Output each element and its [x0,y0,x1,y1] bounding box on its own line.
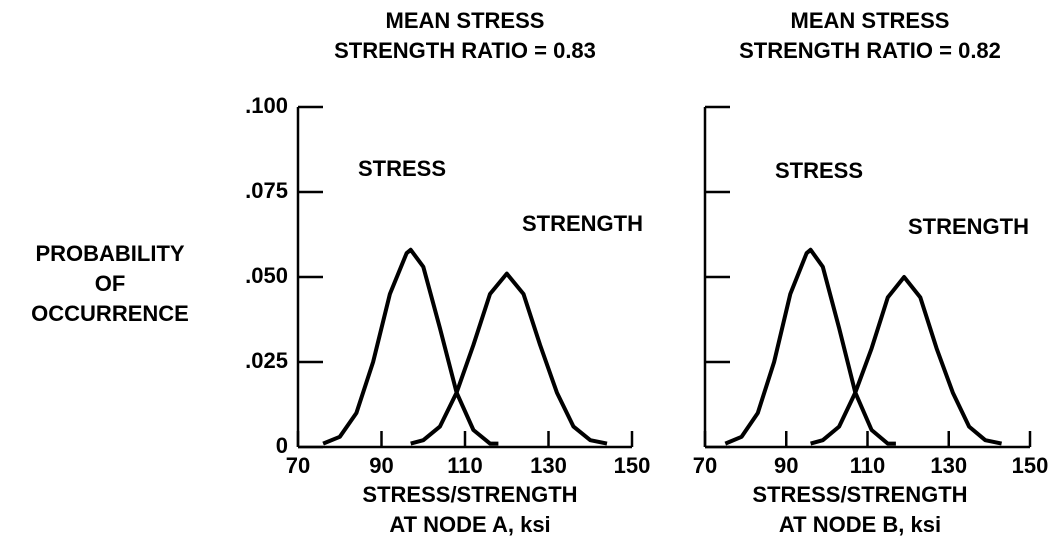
x-tick-label: 150 [614,453,651,478]
curve [810,275,1003,446]
x-tick-label: 130 [930,453,967,478]
y-tick-label: .025 [245,348,288,373]
panel-title: MEAN STRESS [791,8,950,33]
y-tick-label: 0 [276,433,288,458]
x-tick-label: 90 [774,453,798,478]
curve [322,247,499,446]
x-axis-label: AT NODE A, ksi [389,512,550,537]
y-axis-label: OF [95,271,126,296]
y-tick-label: .075 [245,178,288,203]
curve-label: STRENGTH [522,211,643,236]
curve-label: STRENGTH [908,214,1029,239]
x-axis-label: STRESS/STRENGTH [362,482,577,507]
y-axis-label: PROBABILITY [35,241,184,266]
x-axis-label: STRESS/STRENGTH [752,482,967,507]
x-tick-label: 70 [286,453,310,478]
curve [410,271,608,446]
x-tick-label: 150 [1012,453,1049,478]
x-tick-label: 110 [447,453,483,478]
x-tick-label: 90 [369,453,393,478]
curve [724,247,896,446]
curve-label: STRESS [775,158,863,183]
curve-label: STRESS [358,156,446,181]
x-axis-label: AT NODE B, ksi [779,512,941,537]
panel-title: STRENGTH RATIO = 0.83 [334,38,596,63]
x-tick-label: 70 [693,453,717,478]
y-tick-label: .100 [245,93,288,118]
y-tick-label: .050 [245,263,288,288]
panel-title: MEAN STRESS [386,8,545,33]
panel-title: STRENGTH RATIO = 0.82 [739,38,1001,63]
x-tick-label: 130 [530,453,567,478]
x-tick-label: 110 [850,453,886,478]
y-axis-label: OCCURRENCE [31,301,189,326]
